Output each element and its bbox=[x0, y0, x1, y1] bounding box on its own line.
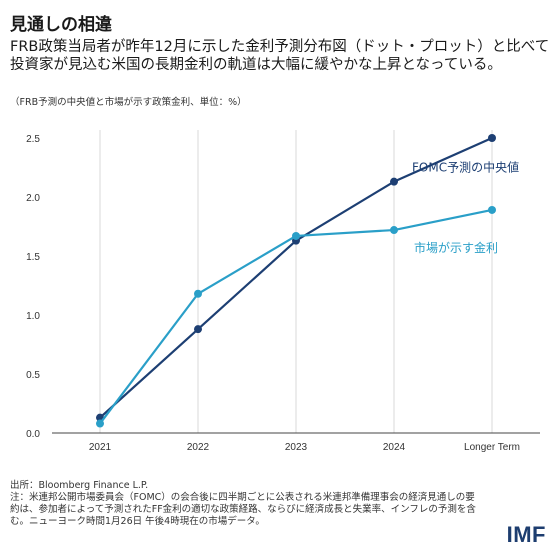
x-tick-label: 2023 bbox=[285, 442, 308, 453]
data-point bbox=[390, 177, 398, 186]
imf-logo: IMF bbox=[506, 522, 546, 547]
chart-footer: 出所：Bloomberg Finance L.P. 注：米連邦公開市場委員会（F… bbox=[10, 480, 480, 528]
y-tick-label: 0.0 bbox=[26, 429, 40, 440]
series-layer bbox=[96, 134, 496, 428]
data-point bbox=[96, 419, 104, 428]
axis-layer: 0.0 0.5 1.0 1.5 2.0 2.5 2021 2022 2023 2024 Longer… bbox=[26, 134, 540, 453]
data-point bbox=[488, 134, 496, 142]
x-tick-label: 2022 bbox=[187, 442, 210, 453]
footnote: 注：米連邦公開市場委員会（FOMC）の会合後に四半期ごとに公表される米連邦準備理… bbox=[10, 492, 476, 527]
data-point bbox=[194, 325, 202, 334]
units-note: （FRB予測の中央値と市場が示す政策金利、単位：%） bbox=[10, 97, 247, 108]
y-tick-label: 1.0 bbox=[26, 311, 40, 322]
x-tick-label: Longer Term bbox=[464, 442, 520, 453]
source-note: 出所：Bloomberg Finance L.P. bbox=[10, 480, 149, 491]
series-label: 市場が示す金利 bbox=[414, 240, 498, 255]
data-point bbox=[194, 289, 202, 298]
y-tick-label: 0.5 bbox=[26, 370, 40, 381]
y-tick-label: 2.0 bbox=[26, 193, 40, 204]
data-point bbox=[390, 226, 398, 235]
data-point bbox=[488, 205, 496, 214]
y-tick-label: 2.5 bbox=[26, 134, 40, 145]
data-point bbox=[292, 231, 300, 240]
line-chart: 0.0 0.5 1.0 1.5 2.0 2.5 2021 2022 2023 2024 Longer… bbox=[26, 130, 540, 453]
chart-title: 見通しの相違 bbox=[10, 15, 112, 35]
series-label: FOMC予測の中央値 bbox=[412, 160, 519, 175]
x-tick-label: 2024 bbox=[383, 442, 406, 453]
chart-subtitle: FRB政策当局者が昨年12月に示した金利予測分布図（ドット・プロット）と比べて投… bbox=[10, 39, 550, 73]
y-tick-label: 1.5 bbox=[26, 252, 40, 263]
grid-layer bbox=[99, 130, 493, 433]
x-tick-label: 2021 bbox=[89, 442, 112, 453]
